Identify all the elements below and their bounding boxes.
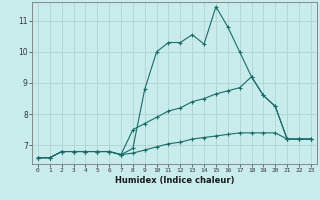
X-axis label: Humidex (Indice chaleur): Humidex (Indice chaleur) (115, 176, 234, 185)
